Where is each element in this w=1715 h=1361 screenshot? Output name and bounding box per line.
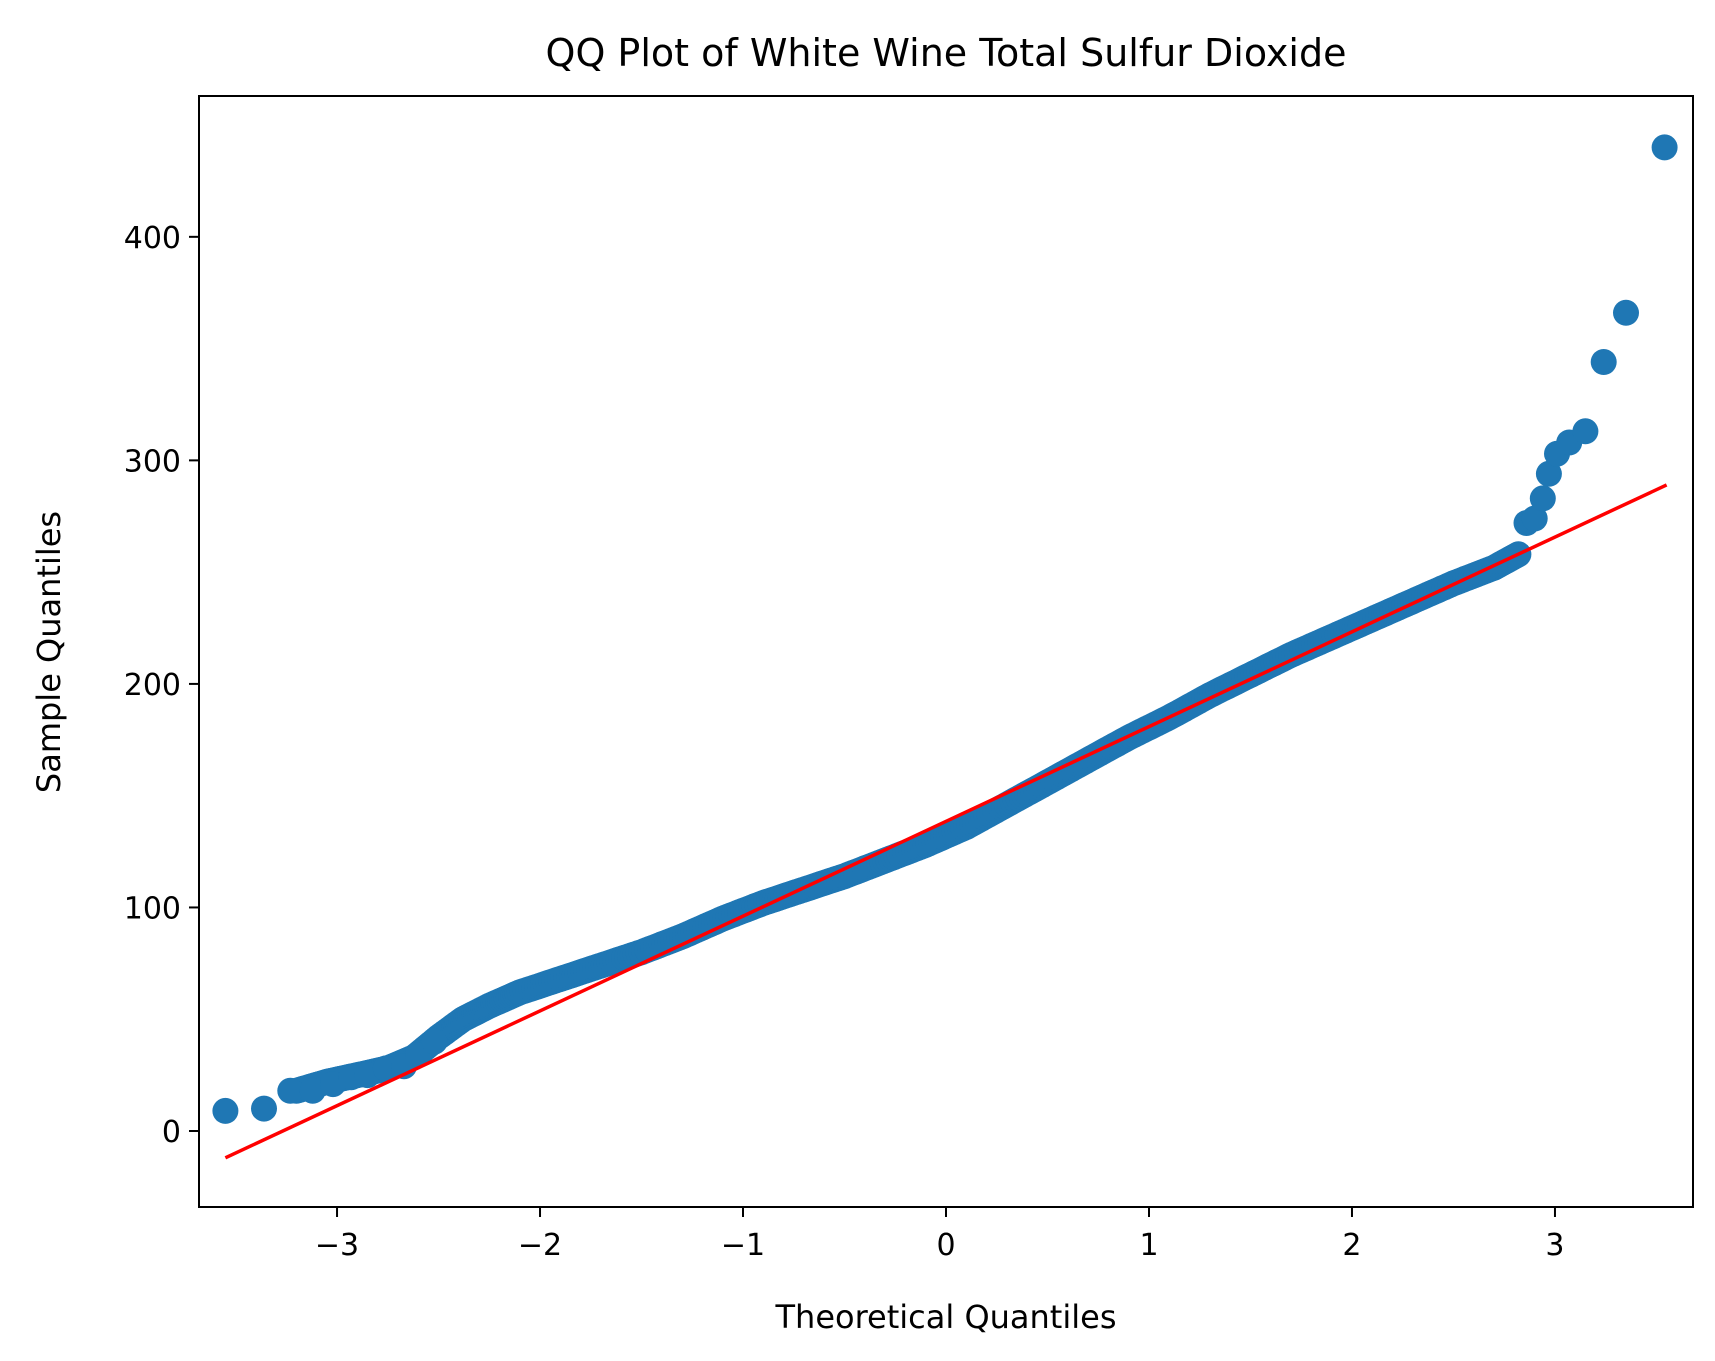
data-point [251, 1095, 277, 1122]
data-point [1613, 299, 1639, 326]
x-tick-label: −2 [518, 1228, 562, 1263]
y-tick-label: 400 [124, 221, 181, 256]
x-tick-label: −3 [315, 1228, 359, 1263]
chart-title: QQ Plot of White Wine Total Sulfur Dioxi… [546, 31, 1347, 75]
data-point [1535, 460, 1562, 487]
y-axis-label: Sample Quantiles [30, 511, 68, 793]
data-point [421, 1028, 448, 1055]
y-tick-label: 200 [124, 668, 181, 703]
data-point [1651, 134, 1678, 161]
x-axis-label: Theoretical Quantiles [775, 1298, 1117, 1336]
data-point [212, 1097, 239, 1124]
x-tick-label: 0 [936, 1228, 955, 1263]
data-point [1529, 485, 1556, 512]
data-point [1572, 418, 1599, 445]
y-axis-ticks: 0 100 200 300 400 [124, 221, 199, 1150]
x-tick-label: 2 [1342, 1228, 1361, 1263]
x-tick-label: −1 [721, 1228, 765, 1263]
data-point [1521, 505, 1548, 532]
data-point [299, 1077, 326, 1104]
data-point [277, 1077, 304, 1104]
y-tick-label: 100 [124, 891, 181, 926]
x-tick-label: 3 [1545, 1228, 1564, 1263]
x-tick-label: 1 [1139, 1228, 1158, 1263]
reference-line [224, 483, 1668, 1160]
data-point [1590, 349, 1617, 375]
y-tick-label: 0 [162, 1115, 181, 1150]
x-axis-ticks: −3 −2 −1 0 1 2 3 [315, 1207, 1565, 1263]
reference-line-layer [224, 483, 1668, 1160]
y-tick-label: 300 [124, 444, 181, 479]
